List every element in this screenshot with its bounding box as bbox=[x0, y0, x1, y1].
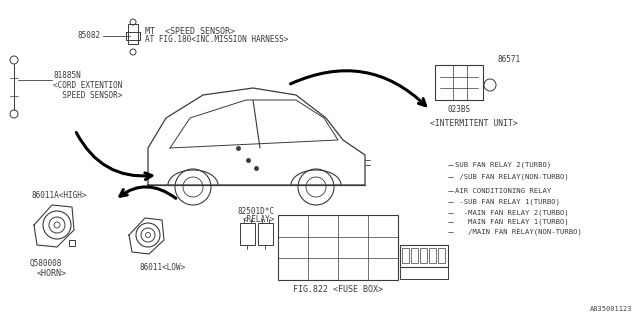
Text: FIG.822 <FUSE BOX>: FIG.822 <FUSE BOX> bbox=[293, 285, 383, 294]
Bar bbox=[411, 248, 418, 263]
Text: 86571: 86571 bbox=[497, 55, 520, 65]
Text: 85082: 85082 bbox=[78, 31, 101, 41]
Text: /MAIN FAN RELAY(NON-TURBO): /MAIN FAN RELAY(NON-TURBO) bbox=[455, 229, 582, 235]
Text: /SUB FAN RELAY(NON-TURBO): /SUB FAN RELAY(NON-TURBO) bbox=[455, 174, 569, 180]
Text: 86011<LOW>: 86011<LOW> bbox=[140, 262, 186, 271]
Text: MAIN FAN RELAY 1(TURBO): MAIN FAN RELAY 1(TURBO) bbox=[455, 219, 569, 225]
Text: 82501D*C: 82501D*C bbox=[238, 206, 275, 215]
Text: SPEED SENSOR>: SPEED SENSOR> bbox=[53, 91, 122, 100]
Bar bbox=[420, 248, 427, 263]
Text: AIR CONDITIONING RELAY: AIR CONDITIONING RELAY bbox=[455, 188, 551, 194]
Bar bbox=[278, 215, 398, 280]
Bar bbox=[438, 248, 445, 263]
Text: 86011A<HIGH>: 86011A<HIGH> bbox=[32, 190, 88, 199]
Text: <CORD EXTENTION: <CORD EXTENTION bbox=[53, 82, 122, 91]
Bar bbox=[429, 248, 436, 263]
Bar bbox=[258, 223, 273, 245]
Text: -MAIN FAN RELAY 2(TURBO): -MAIN FAN RELAY 2(TURBO) bbox=[455, 210, 569, 216]
Text: 023BS: 023BS bbox=[447, 106, 470, 115]
Bar bbox=[400, 267, 448, 279]
Text: SUB FAN RELAY 2(TURBO): SUB FAN RELAY 2(TURBO) bbox=[455, 162, 551, 168]
Text: AT FIG.180<INC.MISSION HARNESS>: AT FIG.180<INC.MISSION HARNESS> bbox=[145, 36, 289, 44]
Bar bbox=[240, 223, 255, 245]
Text: <HORN>: <HORN> bbox=[37, 268, 67, 277]
Text: <RELAY>: <RELAY> bbox=[243, 214, 275, 223]
Bar bbox=[400, 245, 448, 267]
Text: MT  <SPEED SENSOR>: MT <SPEED SENSOR> bbox=[145, 27, 235, 36]
Text: -SUB FAN RELAY 1(TURBO): -SUB FAN RELAY 1(TURBO) bbox=[455, 199, 560, 205]
Bar bbox=[402, 248, 409, 263]
Bar bbox=[435, 65, 483, 100]
Text: A835001123: A835001123 bbox=[589, 306, 632, 312]
Text: <INTERMITENT UNIT>: <INTERMITENT UNIT> bbox=[430, 118, 518, 127]
Text: Q580008: Q580008 bbox=[30, 259, 62, 268]
Text: 81885N: 81885N bbox=[53, 71, 81, 81]
